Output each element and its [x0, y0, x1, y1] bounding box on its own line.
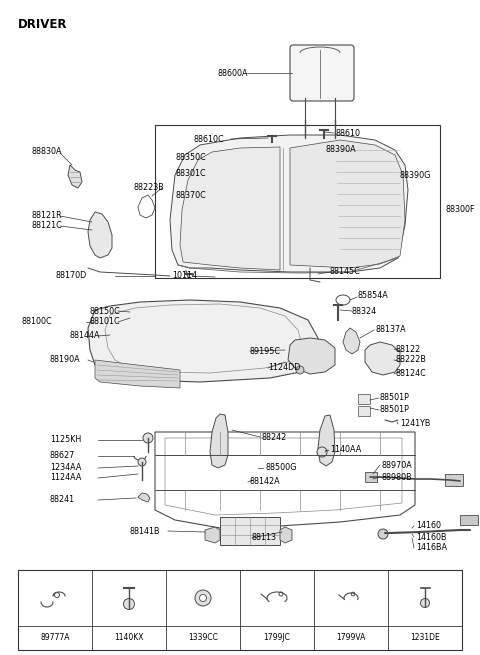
- Polygon shape: [205, 527, 220, 543]
- Text: 1241YB: 1241YB: [400, 419, 431, 428]
- Text: 88301C: 88301C: [175, 170, 205, 179]
- Text: 88390A: 88390A: [326, 145, 357, 153]
- Text: 88501P: 88501P: [380, 394, 410, 403]
- Text: 88222B: 88222B: [396, 356, 427, 364]
- Text: 1125KH: 1125KH: [50, 436, 81, 445]
- Bar: [18, 570, 462, 650]
- Circle shape: [200, 595, 206, 601]
- Text: 88121C: 88121C: [32, 221, 63, 231]
- Text: 88124C: 88124C: [396, 369, 427, 379]
- Text: 1234AA: 1234AA: [50, 464, 82, 472]
- Polygon shape: [280, 527, 292, 543]
- Text: 88144A: 88144A: [70, 331, 100, 341]
- Text: 88300F: 88300F: [446, 206, 476, 214]
- Text: 1416BA: 1416BA: [416, 544, 447, 553]
- Polygon shape: [318, 415, 335, 466]
- Bar: [358, 394, 370, 404]
- Polygon shape: [365, 342, 400, 375]
- Text: 89195C: 89195C: [250, 346, 281, 356]
- Text: 88190A: 88190A: [50, 356, 81, 364]
- Circle shape: [420, 599, 430, 607]
- Text: 88600A: 88600A: [217, 69, 248, 77]
- Text: 10114: 10114: [172, 272, 197, 280]
- Text: 88137A: 88137A: [376, 326, 407, 335]
- Text: 88170D: 88170D: [55, 272, 86, 280]
- Text: 85854A: 85854A: [358, 291, 389, 301]
- Polygon shape: [88, 212, 112, 258]
- Circle shape: [143, 433, 153, 443]
- Polygon shape: [290, 140, 405, 268]
- Text: 14160: 14160: [416, 521, 441, 531]
- Circle shape: [378, 529, 388, 539]
- Text: 1124AA: 1124AA: [50, 474, 82, 483]
- Text: 1140AA: 1140AA: [330, 445, 361, 455]
- Text: 88830A: 88830A: [32, 147, 62, 157]
- Text: 88970A: 88970A: [382, 460, 413, 470]
- Polygon shape: [68, 165, 82, 188]
- Text: 88101C: 88101C: [90, 318, 120, 326]
- Polygon shape: [180, 147, 280, 270]
- FancyBboxPatch shape: [290, 45, 354, 101]
- Circle shape: [317, 447, 327, 457]
- Polygon shape: [343, 328, 360, 354]
- Text: 88501P: 88501P: [380, 405, 410, 415]
- Bar: [365, 472, 377, 482]
- Text: 88150C: 88150C: [90, 307, 121, 316]
- Polygon shape: [288, 338, 335, 374]
- Text: 88324: 88324: [352, 307, 377, 316]
- Polygon shape: [170, 135, 408, 272]
- Text: 88145C: 88145C: [330, 267, 361, 276]
- Text: 14160B: 14160B: [416, 533, 446, 542]
- Bar: [358, 406, 370, 416]
- Text: 88610: 88610: [336, 128, 361, 138]
- Text: 88350C: 88350C: [175, 153, 206, 162]
- Text: 88223B: 88223B: [134, 183, 165, 193]
- Text: 88122: 88122: [396, 345, 421, 354]
- Text: 88141B: 88141B: [130, 527, 160, 536]
- Text: 88610C: 88610C: [193, 134, 224, 143]
- Text: 88242: 88242: [262, 432, 287, 441]
- Text: 88241: 88241: [50, 495, 75, 504]
- Text: 1799VA: 1799VA: [336, 633, 366, 643]
- Text: 1124DD: 1124DD: [268, 364, 300, 373]
- Bar: [445, 474, 463, 486]
- Text: 1339CC: 1339CC: [188, 633, 218, 643]
- Text: DRIVER: DRIVER: [18, 18, 68, 31]
- Text: 88390G: 88390G: [400, 172, 432, 181]
- Text: 1140KX: 1140KX: [114, 633, 144, 643]
- Text: 1231DE: 1231DE: [410, 633, 440, 643]
- Circle shape: [138, 458, 146, 466]
- Text: 88980B: 88980B: [382, 472, 413, 481]
- Text: 88100C: 88100C: [22, 318, 53, 326]
- Text: 88500G: 88500G: [265, 464, 296, 472]
- Text: 88370C: 88370C: [175, 191, 206, 200]
- Polygon shape: [138, 493, 150, 502]
- Polygon shape: [95, 360, 180, 388]
- Text: 88113: 88113: [252, 534, 277, 542]
- Text: 88142A: 88142A: [250, 477, 281, 487]
- Circle shape: [296, 366, 304, 374]
- Text: 88627: 88627: [50, 451, 75, 460]
- Polygon shape: [210, 414, 228, 468]
- Text: 88121R: 88121R: [32, 212, 62, 221]
- Polygon shape: [88, 300, 320, 382]
- Bar: [155, 125, 440, 278]
- Bar: [220, 517, 280, 545]
- Text: 89777A: 89777A: [40, 633, 70, 643]
- Text: 1799JC: 1799JC: [264, 633, 290, 643]
- Circle shape: [195, 590, 211, 606]
- Circle shape: [123, 599, 134, 610]
- Bar: [460, 515, 478, 525]
